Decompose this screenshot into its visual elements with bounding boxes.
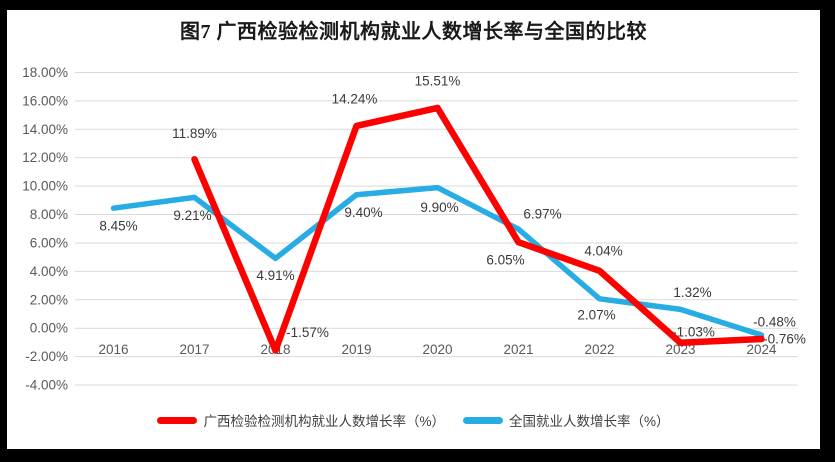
data-label-quanguo-2020: 9.90%: [420, 200, 458, 215]
data-label-guangxi-2021: 6.05%: [486, 253, 524, 268]
data-label-quanguo-2023: 1.32%: [673, 285, 711, 300]
data-label-quanguo-2022: 2.07%: [577, 307, 615, 322]
data-label-guangxi-2018: -1.57%: [286, 325, 329, 340]
y-axis-tick-label: 18.00%: [22, 65, 68, 80]
y-axis-tick-label: 4.00%: [30, 264, 68, 279]
y-axis-tick-label: 10.00%: [22, 179, 68, 194]
series-line-guangxi: [191, 104, 765, 354]
x-axis-label-2019: 2019: [341, 342, 371, 357]
y-axis-tick-label: 2.00%: [30, 292, 68, 307]
y-axis-tick-label: -4.00%: [25, 378, 68, 393]
legend: 广西检验检测机构就业人数增长率（%） 全国就业人数增长率（%）: [7, 410, 820, 430]
x-axis-label-2022: 2022: [584, 342, 614, 357]
legend-swatch-red-line: [157, 416, 198, 424]
legend-item-guangxi: 广西检验检测机构就业人数增长率（%）: [157, 410, 445, 430]
legend-label-guangxi: 广西检验检测机构就业人数增长率（%）: [203, 414, 445, 429]
data-label-quanguo-2018: 4.91%: [256, 268, 294, 283]
line-chart: 18.00% 16.00% 14.00% 12.00% 10.00% 8.00% 6.00%…: [22, 65, 806, 393]
data-label-guangxi-2023: -1.03%: [672, 324, 715, 339]
y-axis-tick-label: 6.00%: [30, 236, 68, 251]
data-label-guangxi-2024: -0.76%: [763, 332, 806, 347]
x-axis-label-2021: 2021: [503, 342, 533, 357]
data-label-quanguo-2024: -0.48%: [753, 315, 796, 330]
x-axis-label-2020: 2020: [422, 342, 452, 357]
y-axis-tick-label: 14.00%: [22, 122, 68, 137]
y-axis-tick-label: 0.00%: [30, 321, 68, 336]
data-label-quanguo-2017: 9.21%: [173, 208, 211, 223]
legend-swatch-blue-line: [463, 416, 503, 424]
data-label-guangxi-2022: 4.04%: [584, 243, 622, 258]
data-label-quanguo-2021: 6.97%: [523, 207, 561, 222]
y-axis-tick-label: -2.00%: [25, 349, 68, 364]
data-label-guangxi-2019: 14.24%: [332, 91, 378, 106]
legend-item-national: 全国就业人数增长率（%）: [463, 410, 670, 430]
x-axis-label-2016: 2016: [98, 342, 128, 357]
data-label-quanguo-2019: 9.40%: [344, 205, 382, 220]
x-axis-label-2023: 2023: [665, 342, 695, 357]
chart-area: 图7 广西检验检测机构就业人数增长率与全国的比较 18.00% 16.00% 14.…: [7, 10, 820, 449]
x-axis-label-2017: 2017: [179, 342, 209, 357]
y-axis-tick-label: 16.00%: [22, 93, 68, 108]
chart-title: 图7 广西检验检测机构就业人数增长率与全国的比较: [180, 21, 647, 43]
y-axis-tick-label: 12.00%: [22, 150, 68, 165]
data-label-guangxi-2017: 11.89%: [172, 126, 217, 141]
x-axis-label-2024: 2024: [746, 342, 777, 357]
y-axis-tick-label: 8.00%: [30, 207, 68, 222]
data-label-quanguo-2016: 8.45%: [99, 219, 137, 234]
legend-label-national: 全国就业人数增长率（%）: [509, 414, 670, 429]
data-label-guangxi-2020: 15.51%: [415, 73, 461, 88]
